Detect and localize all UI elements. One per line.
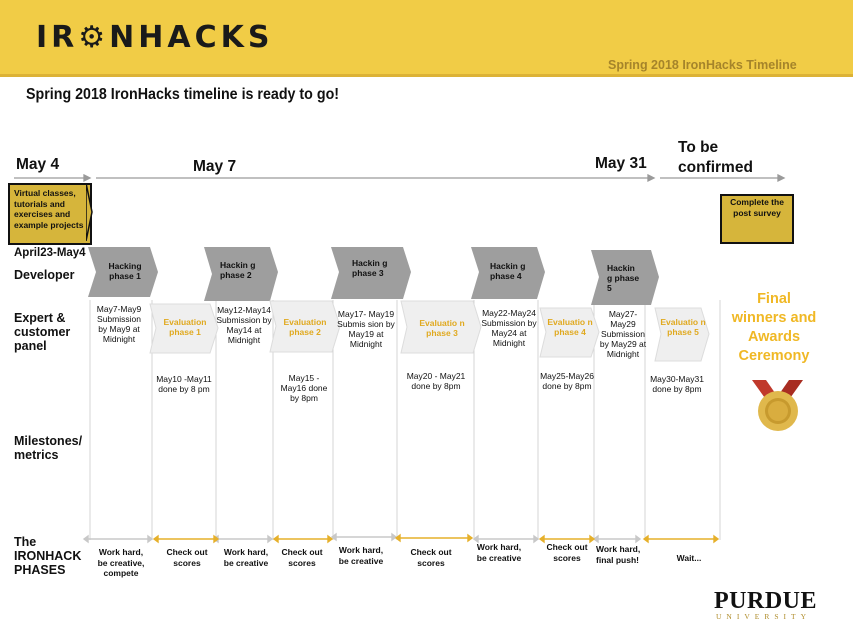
date-may4: May 4 <box>16 156 60 173</box>
hacking-chevrons <box>88 247 659 305</box>
date-may31: May 31 <box>595 155 647 172</box>
hacking-label-1: Hacking phase 1 <box>108 261 142 281</box>
evaluation-label-2: Evaluation phase 2 <box>283 317 327 337</box>
phase-action-5: Work hard, be creative <box>338 545 384 566</box>
phase-action-10: Wait... <box>676 553 702 563</box>
evaluation-done-4: May25-May26 done by 8pm <box>540 371 594 391</box>
purdue-university-text: UNIVERSITY <box>716 612 811 621</box>
phase-action-7: Work hard, be creative <box>476 542 522 563</box>
evaluation-done-2: May15 - May16 done by 8pm <box>280 373 328 403</box>
phase-action-9: Work hard, final push! <box>596 544 641 565</box>
evaluation-label-3: Evaluatio n phase 3 <box>419 318 465 338</box>
phase-action-1: Work hard, be creative, compete <box>97 547 145 578</box>
post-survey-text: Complete the post survey <box>730 197 784 218</box>
post-survey-box: Complete the post survey <box>720 194 794 244</box>
row-label-april: April23-May4 <box>14 247 86 259</box>
hacking-chevron-4 <box>471 247 545 299</box>
hacking-chevron-1 <box>88 247 158 297</box>
hacking-label-3: Hackin g phase 3 <box>352 258 388 278</box>
row-label-phases: The IRONHACK PHASES <box>14 535 82 577</box>
intro-classes-text: Virtual classes, tutorials and exercises… <box>14 188 84 230</box>
hacking-chevron-2 <box>204 247 278 301</box>
submission-text-4: May22-May24 Submission by May24 at Midni… <box>481 308 537 348</box>
phase-action-4: Check out scores <box>281 547 323 568</box>
purdue-logo: PURDUE <box>714 588 817 614</box>
final-ceremony-text: Final winners and Awards Ceremony <box>731 291 817 364</box>
page-headline: Spring 2018 IronHacks timeline is ready … <box>26 86 340 103</box>
phase-action-2: Check out scores <box>166 547 208 568</box>
hacking-label-2: Hackin g phase 2 <box>220 260 256 280</box>
hacking-label-5: Hackin g phase 5 <box>607 263 640 293</box>
intro-classes-box: Virtual classes, tutorials and exercises… <box>8 183 92 245</box>
hacking-chevron-5 <box>591 250 659 305</box>
row-label-milestones: Milestones/ metrics <box>14 434 83 462</box>
evaluation-chevron-5 <box>654 307 710 362</box>
date-may7: May 7 <box>193 158 237 175</box>
evaluation-label-5: Evaluatio n phase 5 <box>660 317 706 337</box>
intro-arrow-tip <box>86 183 93 241</box>
submission-text-2: May12-May14 Submission by May14 at Midni… <box>216 305 272 345</box>
medal-icon <box>752 380 803 431</box>
evaluation-done-3: May20 - May21 done by 8pm <box>406 371 466 391</box>
banner-title: Spring 2018 IronHacks Timeline <box>608 58 797 72</box>
row-label-developer: Developer <box>14 268 75 282</box>
evaluation-done-5: May30-May31 done by 8pm <box>650 374 704 394</box>
date-tbc-line2: confirmed <box>678 159 753 176</box>
phase-action-3: Work hard, be creative <box>223 547 269 568</box>
evaluation-chevrons <box>149 300 710 362</box>
date-tbc-line1: To be <box>678 139 719 156</box>
hacking-chevron-3 <box>331 247 411 299</box>
evaluation-done-1: May10 -May11 done by 8 pm <box>156 374 212 394</box>
evaluation-label-1: Evaluation phase 1 <box>163 317 207 337</box>
phase-action-6: Check out scores <box>410 547 452 568</box>
row-label-expert: Expert & customer panel <box>14 311 71 353</box>
hacking-label-4: Hackin g phase 4 <box>490 261 526 281</box>
evaluation-chevron-1 <box>149 303 219 354</box>
phase-action-8: Check out scores <box>546 542 588 563</box>
submission-text-5: May27- May29 Submission by May29 at Midn… <box>599 309 647 359</box>
header-banner <box>0 0 853 77</box>
ironhacks-logo: IR⚙NHACKS <box>36 20 274 55</box>
evaluation-chevron-4 <box>539 307 600 358</box>
evaluation-chevron-2 <box>269 300 341 353</box>
evaluation-label-4: Evaluatio n phase 4 <box>547 317 593 337</box>
submission-text-3: May17- May19 Submis sion by May19 at Mid… <box>337 309 395 349</box>
evaluation-chevron-3 <box>400 300 482 354</box>
submission-text-1: May7-May9 Submission by May9 at Midnight <box>96 304 142 344</box>
